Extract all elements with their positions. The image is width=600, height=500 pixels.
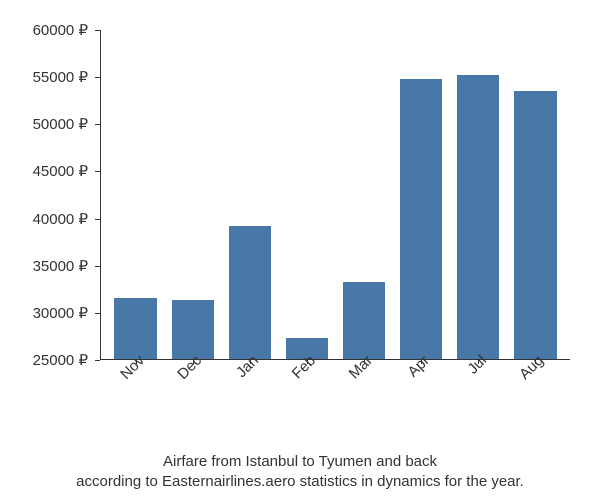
caption-line-1: Airfare from Istanbul to Tyumen and back [163, 453, 437, 470]
bar [400, 79, 442, 359]
bar [514, 91, 556, 359]
y-tick-label: 45000 ₽ [20, 162, 100, 180]
bar-slot: Nov [107, 30, 164, 359]
y-tick-label: 25000 ₽ [20, 351, 100, 369]
airfare-chart: 25000 ₽ 30000 ₽ 35000 ₽ 40000 ₽ 45000 ₽ 50000… [20, 20, 580, 440]
bar-slot: Dec [164, 30, 221, 359]
bar-slot: Jan [221, 30, 278, 359]
bar-slot: Aug [507, 30, 564, 359]
bar [172, 300, 214, 359]
bar-slot: Jul [450, 30, 507, 359]
y-tick-label: 35000 ₽ [20, 257, 100, 275]
bar-slot: Feb [278, 30, 335, 359]
bar [114, 298, 156, 359]
bar [343, 282, 385, 359]
y-tick-label: 60000 ₽ [20, 21, 100, 39]
y-tick-label: 55000 ₽ [20, 68, 100, 86]
bars-group: NovDecJanFebMarAprJulAug [101, 30, 570, 359]
y-tick-label: 40000 ₽ [20, 210, 100, 228]
y-tick-label: 30000 ₽ [20, 304, 100, 322]
bar [457, 75, 499, 359]
bar-slot: Mar [336, 30, 393, 359]
bar [229, 226, 271, 359]
caption-line-2: according to Easternairlines.aero statis… [76, 473, 524, 490]
y-tick-label: 50000 ₽ [20, 115, 100, 133]
plot-area: NovDecJanFebMarAprJulAug [100, 30, 570, 360]
y-tick-mark [95, 360, 100, 361]
chart-caption: Airfare from Istanbul to Tyumen and back… [0, 452, 600, 493]
bar-slot: Apr [393, 30, 450, 359]
